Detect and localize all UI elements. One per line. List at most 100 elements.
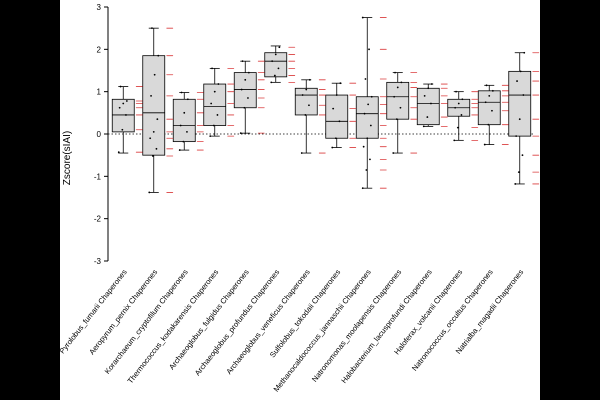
data-point: [339, 82, 342, 85]
data-point: [150, 95, 152, 97]
data-point: [430, 83, 433, 85]
data-point: [396, 86, 399, 89]
data-point: [427, 87, 430, 90]
data-point: [363, 112, 366, 115]
data-point: [335, 94, 338, 96]
data-point: [364, 78, 367, 80]
data-point: [515, 135, 518, 138]
data-point: [394, 71, 396, 74]
data-point: [332, 107, 335, 110]
box: [325, 94, 349, 139]
data-point: [149, 137, 152, 140]
box: [142, 55, 166, 156]
data-point: [277, 67, 280, 70]
box: [203, 83, 227, 126]
data-point: [157, 54, 160, 57]
data-point: [518, 118, 521, 121]
data-point: [485, 84, 488, 87]
data-point: [247, 97, 249, 99]
data-point: [392, 152, 395, 154]
data-point: [118, 106, 121, 109]
data-point: [300, 152, 303, 154]
data-point: [271, 60, 274, 63]
data-point: [484, 101, 487, 104]
data-point: [121, 128, 124, 131]
y-tick-label: -3: [94, 257, 102, 266]
data-point: [180, 91, 183, 94]
data-point: [338, 120, 341, 123]
data-point: [125, 100, 128, 102]
data-point: [487, 123, 490, 126]
data-point: [153, 73, 156, 76]
data-point: [278, 46, 281, 49]
chart-panel: -3 -2 -1 0 1 2 3 Pyrolobus_fumarii Chaperones A…: [58, 0, 540, 400]
data-point: [304, 114, 307, 116]
data-point: [454, 106, 457, 109]
data-point: [117, 151, 120, 154]
data-point: [368, 48, 370, 51]
data-point: [456, 126, 459, 129]
marks-layer: Pyrolobus_fumarii ChaperonesAeropyrum_pe…: [58, 16, 540, 394]
data-point: [151, 27, 153, 30]
data-point: [186, 98, 189, 101]
boxplot-chart: -3 -2 -1 0 1 2 3 Pyrolobus_fumarii ChaperonesA…: [58, 3, 540, 394]
data-point: [210, 102, 213, 105]
box: [355, 96, 379, 139]
data-point: [186, 130, 188, 133]
data-point: [211, 67, 213, 70]
box: [172, 98, 196, 143]
data-point: [367, 103, 370, 106]
data-point: [274, 53, 277, 56]
data-point: [241, 60, 244, 63]
data-point: [455, 90, 457, 93]
data-point: [155, 147, 158, 150]
data-point: [119, 85, 122, 88]
data-point: [334, 137, 337, 140]
y-tick-label: 0: [97, 130, 102, 139]
data-point: [457, 102, 460, 105]
data-point: [522, 94, 525, 96]
data-point: [461, 98, 464, 101]
data-point: [514, 183, 517, 185]
data-point: [243, 106, 246, 109]
y-tick-label: 3: [97, 3, 102, 12]
box: [233, 72, 257, 109]
data-point: [426, 116, 429, 118]
data-point: [369, 124, 372, 127]
data-point: [395, 118, 398, 121]
box: [416, 87, 440, 126]
data-point: [521, 154, 524, 157]
data-point: [179, 124, 182, 127]
data-point: [491, 109, 493, 112]
data-point: [365, 169, 368, 171]
data-point: [361, 16, 364, 19]
data-point: [523, 51, 526, 54]
y-tick-label: 1: [97, 88, 102, 97]
data-point: [362, 145, 365, 148]
data-point: [423, 95, 426, 97]
data-point: [308, 104, 310, 107]
data-point: [370, 95, 373, 98]
data-point: [366, 137, 369, 140]
data-point: [453, 139, 456, 142]
data-point: [212, 124, 215, 127]
data-point: [519, 70, 522, 73]
y-tick-label: -1: [94, 172, 102, 181]
data-point: [240, 88, 243, 91]
data-point: [361, 187, 364, 190]
data-point: [399, 106, 402, 109]
data-point: [247, 71, 250, 74]
data-point: [148, 191, 151, 194]
y-axis-label: Zscore(sIAI): [62, 131, 73, 185]
data-point: [152, 130, 155, 133]
data-point: [151, 155, 154, 157]
data-point: [393, 95, 396, 98]
box: [111, 98, 135, 133]
y-tick-label: 2: [97, 45, 102, 54]
data-point: [156, 118, 159, 121]
data-point: [183, 111, 186, 114]
box: [508, 70, 532, 137]
data-point: [331, 146, 334, 149]
data-point: [213, 90, 216, 93]
